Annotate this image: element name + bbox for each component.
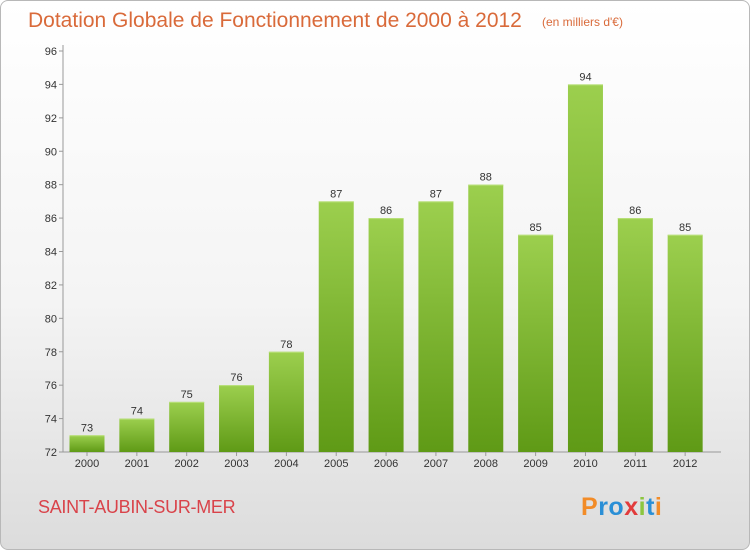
y-tick-label: 90 — [45, 146, 57, 158]
logo-letter: r — [598, 493, 609, 521]
bar — [219, 385, 255, 452]
x-tick-label: 2011 — [623, 458, 647, 470]
bar — [617, 218, 653, 452]
y-tick-label: 72 — [45, 447, 57, 459]
bar-value-label: 74 — [131, 406, 143, 418]
bar-value-label: 86 — [629, 205, 641, 217]
y-tick-label: 88 — [45, 180, 57, 192]
bar-value-label: 75 — [181, 389, 193, 401]
y-tick-label: 86 — [45, 213, 57, 225]
bar-value-label: 76 — [230, 372, 242, 384]
bar — [268, 351, 304, 452]
x-tick-label: 2008 — [474, 458, 498, 470]
y-tick-label: 80 — [45, 313, 57, 325]
bar-value-label: 86 — [380, 205, 392, 217]
y-tick-label: 76 — [45, 380, 57, 392]
y-tick-label: 84 — [45, 247, 57, 259]
bar — [518, 234, 554, 452]
chart-subtitle: (en milliers d'€) — [542, 15, 623, 29]
x-tick-label: 2003 — [224, 458, 248, 470]
chart-title: Dotation Globale de Fonctionnement de 20… — [28, 9, 522, 32]
bar-value-label: 87 — [430, 188, 442, 200]
commune-name: SAINT-AUBIN-SUR-MER — [38, 497, 236, 517]
x-tick-label: 2000 — [75, 458, 99, 470]
logo-letter: P — [581, 493, 599, 521]
y-tick-label: 78 — [45, 347, 57, 359]
bar — [368, 218, 404, 452]
y-tick-label: 92 — [45, 113, 57, 125]
logo-letter: i — [654, 493, 663, 521]
bar-value-label: 88 — [480, 172, 492, 184]
x-tick-label: 2002 — [174, 458, 198, 470]
bar-value-label: 85 — [679, 222, 691, 234]
y-tick-label: 96 — [45, 46, 57, 58]
x-tick-label: 2005 — [324, 458, 348, 470]
y-tick-label: 94 — [45, 79, 57, 91]
bar-value-label: 87 — [330, 188, 342, 200]
bar — [567, 84, 603, 453]
bar-value-label: 73 — [81, 422, 93, 434]
bar — [418, 201, 454, 452]
logo-letter: x — [624, 493, 639, 521]
x-tick-label: 2001 — [125, 458, 149, 470]
logo-letter: i — [638, 493, 647, 521]
bar-value-label: 85 — [529, 222, 541, 234]
y-tick-label: 82 — [45, 280, 57, 292]
x-tick-label: 2007 — [424, 458, 448, 470]
logo-letter: o — [608, 493, 625, 521]
bar — [667, 234, 703, 452]
x-tick-label: 2006 — [374, 458, 398, 470]
x-tick-label: 2009 — [523, 458, 547, 470]
bar — [119, 418, 155, 452]
bar — [468, 184, 504, 452]
x-tick-label: 2004 — [274, 458, 298, 470]
bar — [318, 201, 354, 452]
x-tick-label: 2010 — [573, 458, 597, 470]
bar-value-label: 94 — [579, 71, 591, 83]
bar — [69, 435, 105, 452]
bar — [169, 401, 205, 452]
proxiti-logo: Proxiti — [581, 493, 662, 522]
logo-letter: t — [646, 493, 655, 521]
x-tick-label: 2012 — [673, 458, 697, 470]
bar-value-label: 78 — [280, 339, 292, 351]
y-tick-label: 74 — [45, 414, 57, 426]
